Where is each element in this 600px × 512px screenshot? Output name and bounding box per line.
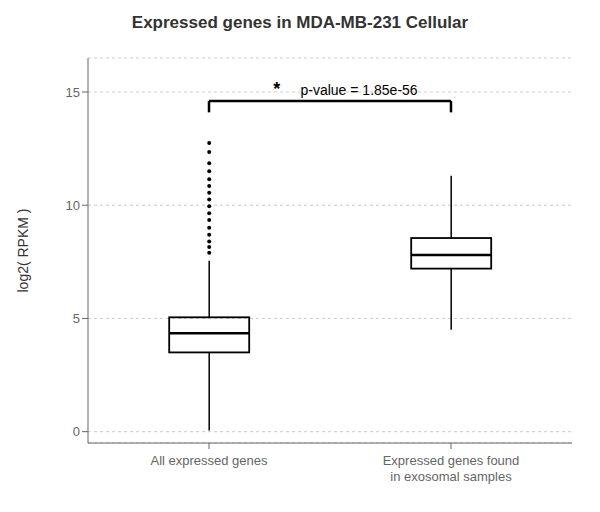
- svg-text:15: 15: [66, 85, 80, 100]
- svg-text:All expressed genes: All expressed genes: [150, 453, 268, 468]
- svg-text:10: 10: [66, 198, 80, 213]
- svg-text:p-value = 1.85e-56: p-value = 1.85e-56: [300, 82, 417, 98]
- svg-text:5: 5: [73, 311, 80, 326]
- html-text:Expressed genes in MDA-MB-231: Expressed genes in MDA-MB-231 Cellular: [131, 13, 469, 32]
- svg-text:log2( RPKM ): log2( RPKM ): [15, 208, 31, 292]
- svg-text:Expressed genes foundin exosom: Expressed genes foundin exosomal samples: [383, 453, 520, 484]
- svg-text:*: *: [273, 79, 280, 99]
- svg-text:0: 0: [73, 424, 80, 439]
